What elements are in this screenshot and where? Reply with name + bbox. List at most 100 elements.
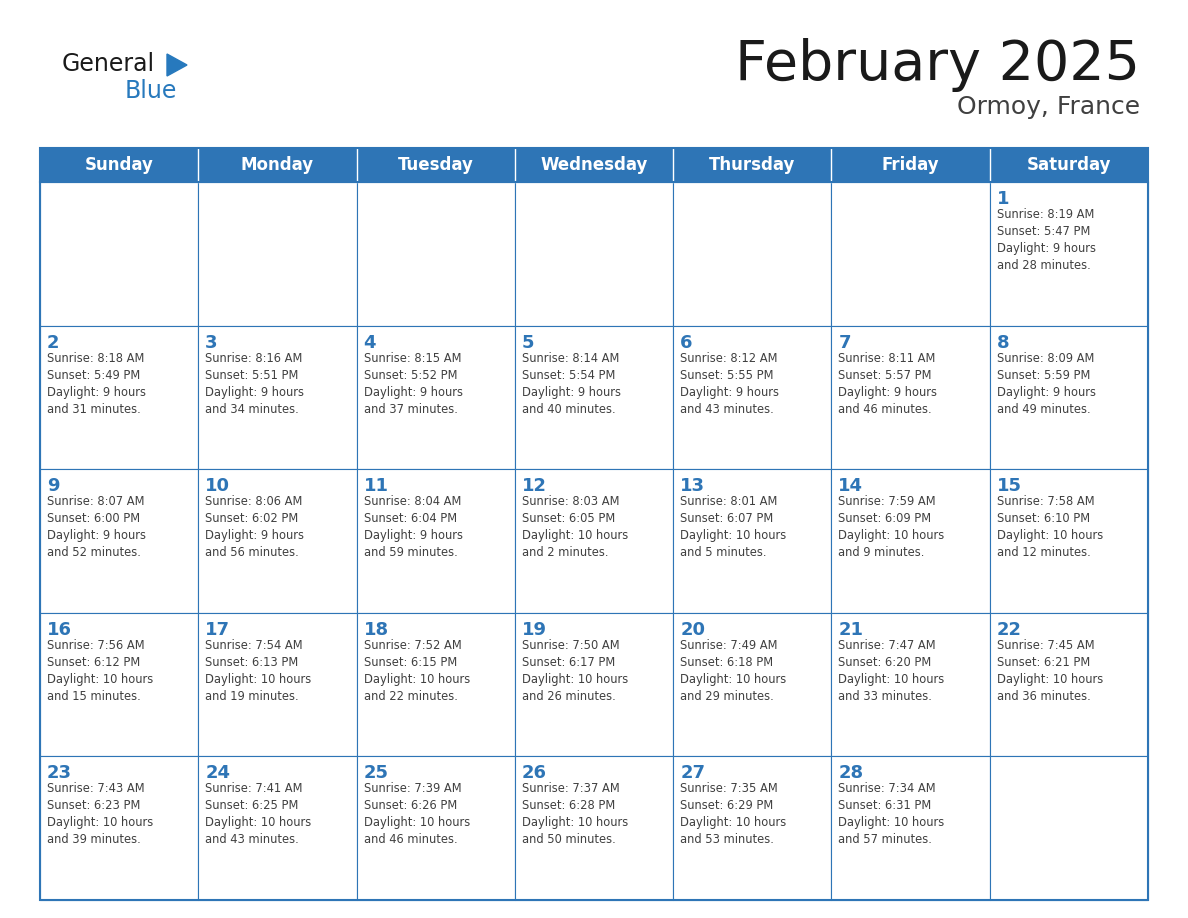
Bar [990,756,1148,900]
Text: 9: 9 [48,477,59,495]
Text: Sunrise: 8:09 AM
Sunset: 5:59 PM
Daylight: 9 hours
and 49 minutes.: Sunrise: 8:09 AM Sunset: 5:59 PM Dayligh… [997,352,1095,416]
Bar [674,756,832,900]
Text: Sunrise: 7:52 AM
Sunset: 6:15 PM
Daylight: 10 hours
and 22 minutes.: Sunrise: 7:52 AM Sunset: 6:15 PM Dayligh… [364,639,469,703]
Bar [514,613,674,756]
Text: 24: 24 [206,765,230,782]
Bar [832,613,990,756]
Bar [514,469,674,613]
Bar [674,326,832,469]
Bar [40,148,198,182]
Text: Tuesday: Tuesday [398,156,474,174]
Text: 7: 7 [839,333,851,352]
Bar [356,326,514,469]
Bar [40,148,1148,900]
Bar [198,148,356,182]
Polygon shape [168,54,187,76]
Bar [832,469,990,613]
Text: 12: 12 [522,477,546,495]
Bar [40,469,198,613]
Text: Blue: Blue [125,79,177,103]
Text: 10: 10 [206,477,230,495]
Text: Wednesday: Wednesday [541,156,647,174]
Text: 16: 16 [48,621,72,639]
Text: Sunrise: 7:47 AM
Sunset: 6:20 PM
Daylight: 10 hours
and 33 minutes.: Sunrise: 7:47 AM Sunset: 6:20 PM Dayligh… [839,639,944,703]
Text: 25: 25 [364,765,388,782]
Text: 22: 22 [997,621,1022,639]
Text: 14: 14 [839,477,864,495]
Text: Sunrise: 8:15 AM
Sunset: 5:52 PM
Daylight: 9 hours
and 37 minutes.: Sunrise: 8:15 AM Sunset: 5:52 PM Dayligh… [364,352,462,416]
Text: Sunrise: 7:49 AM
Sunset: 6:18 PM
Daylight: 10 hours
and 29 minutes.: Sunrise: 7:49 AM Sunset: 6:18 PM Dayligh… [681,639,786,703]
Text: 27: 27 [681,765,706,782]
Text: 11: 11 [364,477,388,495]
Text: Sunrise: 8:06 AM
Sunset: 6:02 PM
Daylight: 9 hours
and 56 minutes.: Sunrise: 8:06 AM Sunset: 6:02 PM Dayligh… [206,495,304,559]
Bar [674,182,832,326]
Text: Sunrise: 7:41 AM
Sunset: 6:25 PM
Daylight: 10 hours
and 43 minutes.: Sunrise: 7:41 AM Sunset: 6:25 PM Dayligh… [206,782,311,846]
Bar [198,613,356,756]
Text: Thursday: Thursday [709,156,796,174]
Bar [198,469,356,613]
Text: 15: 15 [997,477,1022,495]
Text: Monday: Monday [241,156,314,174]
Text: Saturday: Saturday [1026,156,1111,174]
Bar [674,469,832,613]
Bar [990,148,1148,182]
Text: Sunrise: 7:54 AM
Sunset: 6:13 PM
Daylight: 10 hours
and 19 minutes.: Sunrise: 7:54 AM Sunset: 6:13 PM Dayligh… [206,639,311,703]
Bar [990,613,1148,756]
Text: Sunrise: 7:50 AM
Sunset: 6:17 PM
Daylight: 10 hours
and 26 minutes.: Sunrise: 7:50 AM Sunset: 6:17 PM Dayligh… [522,639,628,703]
Text: Sunrise: 7:35 AM
Sunset: 6:29 PM
Daylight: 10 hours
and 53 minutes.: Sunrise: 7:35 AM Sunset: 6:29 PM Dayligh… [681,782,786,846]
Text: Sunrise: 7:43 AM
Sunset: 6:23 PM
Daylight: 10 hours
and 39 minutes.: Sunrise: 7:43 AM Sunset: 6:23 PM Dayligh… [48,782,153,846]
Bar [674,613,832,756]
Text: Sunrise: 8:19 AM
Sunset: 5:47 PM
Daylight: 9 hours
and 28 minutes.: Sunrise: 8:19 AM Sunset: 5:47 PM Dayligh… [997,208,1095,272]
Text: 23: 23 [48,765,72,782]
Text: Sunrise: 7:39 AM
Sunset: 6:26 PM
Daylight: 10 hours
and 46 minutes.: Sunrise: 7:39 AM Sunset: 6:26 PM Dayligh… [364,782,469,846]
Bar [832,756,990,900]
Bar [40,326,198,469]
Text: Sunrise: 8:11 AM
Sunset: 5:57 PM
Daylight: 9 hours
and 46 minutes.: Sunrise: 8:11 AM Sunset: 5:57 PM Dayligh… [839,352,937,416]
Text: 5: 5 [522,333,535,352]
Text: 8: 8 [997,333,1010,352]
Text: 26: 26 [522,765,546,782]
Text: 17: 17 [206,621,230,639]
Text: Sunrise: 7:59 AM
Sunset: 6:09 PM
Daylight: 10 hours
and 9 minutes.: Sunrise: 7:59 AM Sunset: 6:09 PM Dayligh… [839,495,944,559]
Text: 2: 2 [48,333,59,352]
Text: Sunrise: 8:12 AM
Sunset: 5:55 PM
Daylight: 9 hours
and 43 minutes.: Sunrise: 8:12 AM Sunset: 5:55 PM Dayligh… [681,352,779,416]
Bar [40,756,198,900]
Bar [40,613,198,756]
Text: February 2025: February 2025 [735,38,1140,92]
Text: Sunrise: 8:14 AM
Sunset: 5:54 PM
Daylight: 9 hours
and 40 minutes.: Sunrise: 8:14 AM Sunset: 5:54 PM Dayligh… [522,352,621,416]
Bar [990,182,1148,326]
Text: Sunrise: 8:01 AM
Sunset: 6:07 PM
Daylight: 10 hours
and 5 minutes.: Sunrise: 8:01 AM Sunset: 6:07 PM Dayligh… [681,495,786,559]
Bar [198,182,356,326]
Bar [514,148,674,182]
Text: Sunrise: 8:18 AM
Sunset: 5:49 PM
Daylight: 9 hours
and 31 minutes.: Sunrise: 8:18 AM Sunset: 5:49 PM Dayligh… [48,352,146,416]
Text: 20: 20 [681,621,706,639]
Text: Sunrise: 7:56 AM
Sunset: 6:12 PM
Daylight: 10 hours
and 15 minutes.: Sunrise: 7:56 AM Sunset: 6:12 PM Dayligh… [48,639,153,703]
Text: General: General [62,52,156,76]
Bar [674,148,832,182]
Text: 18: 18 [364,621,388,639]
Text: 6: 6 [681,333,693,352]
Text: Sunrise: 8:03 AM
Sunset: 6:05 PM
Daylight: 10 hours
and 2 minutes.: Sunrise: 8:03 AM Sunset: 6:05 PM Dayligh… [522,495,628,559]
Text: 19: 19 [522,621,546,639]
Bar [514,326,674,469]
Bar [40,182,198,326]
Text: Sunrise: 7:45 AM
Sunset: 6:21 PM
Daylight: 10 hours
and 36 minutes.: Sunrise: 7:45 AM Sunset: 6:21 PM Dayligh… [997,639,1102,703]
Bar [356,148,514,182]
Text: 28: 28 [839,765,864,782]
Text: 13: 13 [681,477,706,495]
Bar [832,148,990,182]
Bar [356,613,514,756]
Text: Sunrise: 7:58 AM
Sunset: 6:10 PM
Daylight: 10 hours
and 12 minutes.: Sunrise: 7:58 AM Sunset: 6:10 PM Dayligh… [997,495,1102,559]
Text: Friday: Friday [881,156,940,174]
Bar [514,756,674,900]
Bar [356,469,514,613]
Text: Ormoy, France: Ormoy, France [956,95,1140,119]
Text: Sunday: Sunday [84,156,153,174]
Bar [832,326,990,469]
Bar [198,326,356,469]
Text: Sunrise: 8:16 AM
Sunset: 5:51 PM
Daylight: 9 hours
and 34 minutes.: Sunrise: 8:16 AM Sunset: 5:51 PM Dayligh… [206,352,304,416]
Bar [356,756,514,900]
Text: Sunrise: 8:07 AM
Sunset: 6:00 PM
Daylight: 9 hours
and 52 minutes.: Sunrise: 8:07 AM Sunset: 6:00 PM Dayligh… [48,495,146,559]
Text: 3: 3 [206,333,217,352]
Text: Sunrise: 8:04 AM
Sunset: 6:04 PM
Daylight: 9 hours
and 59 minutes.: Sunrise: 8:04 AM Sunset: 6:04 PM Dayligh… [364,495,462,559]
